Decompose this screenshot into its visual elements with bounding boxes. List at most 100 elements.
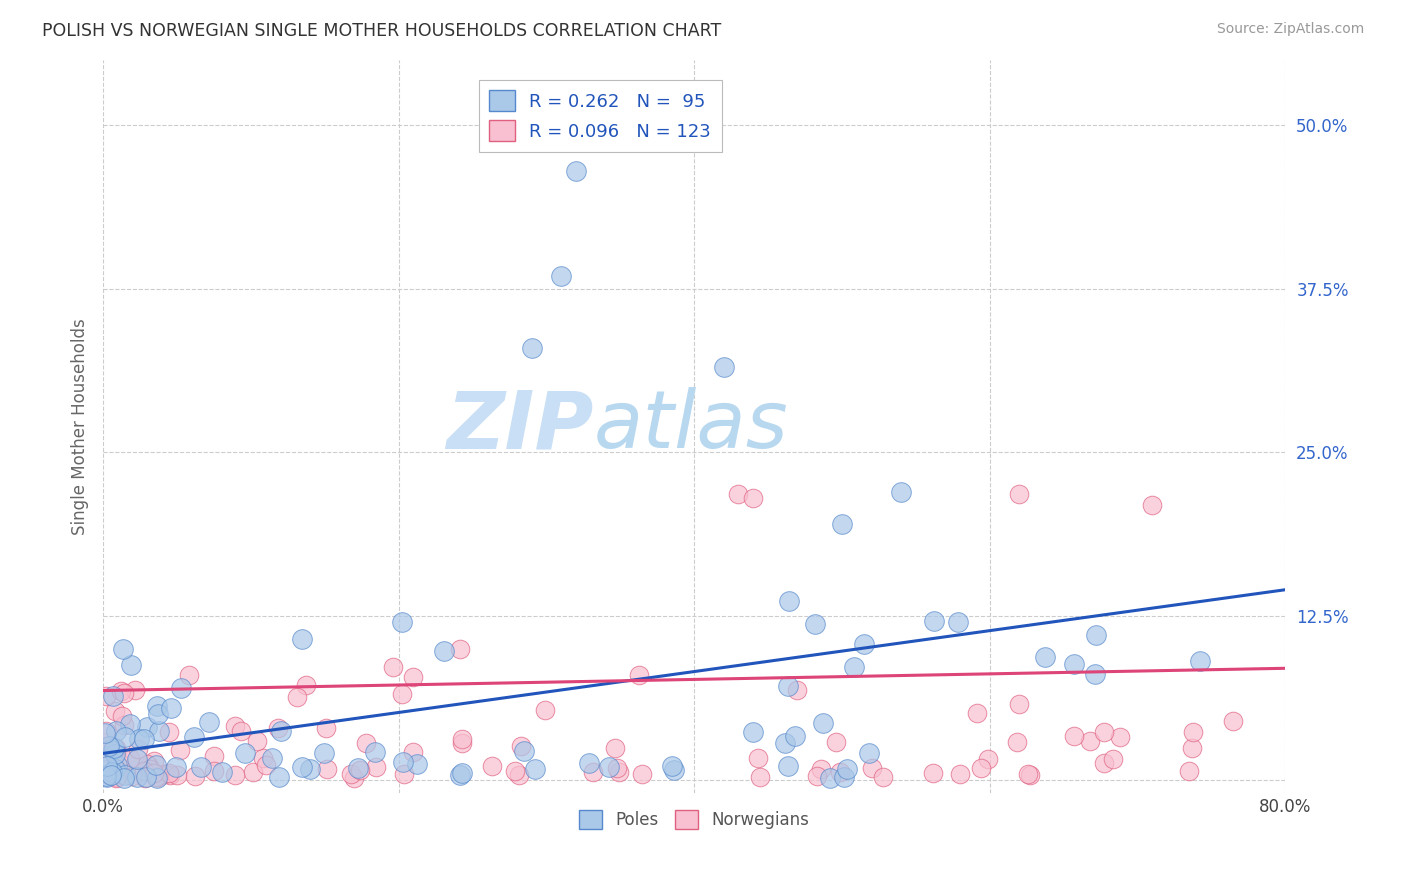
Point <box>169 742 191 756</box>
Point <box>1092 756 1115 771</box>
Point <box>831 517 853 532</box>
Point <box>104 771 127 785</box>
Point <box>450 736 472 750</box>
Point <box>127 742 149 756</box>
Point <box>105 770 128 784</box>
Point <box>132 731 155 746</box>
Point <box>1084 666 1107 681</box>
Point <box>392 755 415 769</box>
Point <box>449 767 471 781</box>
Point <box>100 768 122 782</box>
Point <box>112 718 135 732</box>
Point <box>481 759 503 773</box>
Point <box>202 764 225 779</box>
Point <box>94 689 117 703</box>
Point <box>1178 764 1201 778</box>
Point <box>1181 741 1204 756</box>
Point <box>93 767 115 781</box>
Point <box>104 762 127 776</box>
Point <box>165 760 187 774</box>
Point <box>835 762 858 776</box>
Point <box>233 746 256 760</box>
Point <box>142 755 165 769</box>
Point <box>820 771 842 785</box>
Point <box>747 751 769 765</box>
Point <box>120 717 142 731</box>
Point <box>104 745 127 759</box>
Point <box>921 766 943 780</box>
Point <box>342 771 364 785</box>
Point <box>773 736 796 750</box>
Point <box>295 678 318 692</box>
Point <box>254 758 277 772</box>
Point <box>312 746 335 760</box>
Point <box>565 164 588 178</box>
Point <box>523 762 546 776</box>
Point <box>135 770 157 784</box>
Point <box>267 771 290 785</box>
Text: ZIP: ZIP <box>446 387 593 465</box>
Point <box>93 761 115 775</box>
Point <box>291 632 314 647</box>
Point <box>166 767 188 781</box>
Point <box>121 768 143 782</box>
Point <box>727 487 749 501</box>
Point <box>246 734 269 748</box>
Point <box>108 755 131 769</box>
Point <box>266 721 288 735</box>
Point <box>832 771 855 785</box>
Point <box>120 658 142 673</box>
Point <box>94 768 117 782</box>
Point <box>114 767 136 781</box>
Point <box>1018 767 1040 781</box>
Point <box>405 757 427 772</box>
Point <box>285 690 308 705</box>
Point <box>315 721 337 735</box>
Point <box>534 703 557 717</box>
Point <box>127 752 149 766</box>
Point <box>291 760 314 774</box>
Y-axis label: Single Mother Households: Single Mother Households <box>72 318 89 534</box>
Point <box>966 706 988 720</box>
Point <box>391 688 413 702</box>
Point <box>146 698 169 713</box>
Point <box>949 767 972 781</box>
Point <box>364 760 387 774</box>
Point <box>98 739 121 754</box>
Point <box>749 770 772 784</box>
Point <box>157 724 180 739</box>
Point <box>603 741 626 756</box>
Point <box>93 751 115 765</box>
Point <box>96 770 118 784</box>
Point <box>786 682 808 697</box>
Point <box>170 681 193 695</box>
Point <box>157 765 180 780</box>
Point <box>1033 650 1056 665</box>
Point <box>778 758 800 772</box>
Point <box>381 660 404 674</box>
Point <box>1188 654 1211 668</box>
Point <box>1084 627 1107 641</box>
Point <box>598 760 620 774</box>
Point <box>118 751 141 765</box>
Point <box>107 767 129 781</box>
Point <box>354 736 377 750</box>
Point <box>1092 725 1115 739</box>
Point <box>148 724 170 739</box>
Text: Source: ZipAtlas.com: Source: ZipAtlas.com <box>1216 22 1364 37</box>
Text: POLISH VS NORWEGIAN SINGLE MOTHER HOUSEHOLDS CORRELATION CHART: POLISH VS NORWEGIAN SINGLE MOTHER HOUSEH… <box>42 22 721 40</box>
Point <box>124 683 146 698</box>
Point <box>1181 724 1204 739</box>
Point <box>108 765 131 780</box>
Point <box>149 768 172 782</box>
Point <box>242 765 264 780</box>
Point <box>146 771 169 785</box>
Point <box>112 771 135 785</box>
Point <box>806 769 828 783</box>
Point <box>145 770 167 784</box>
Point <box>1063 729 1085 743</box>
Point <box>270 723 292 738</box>
Point <box>103 769 125 783</box>
Point <box>139 762 162 776</box>
Point <box>578 756 600 771</box>
